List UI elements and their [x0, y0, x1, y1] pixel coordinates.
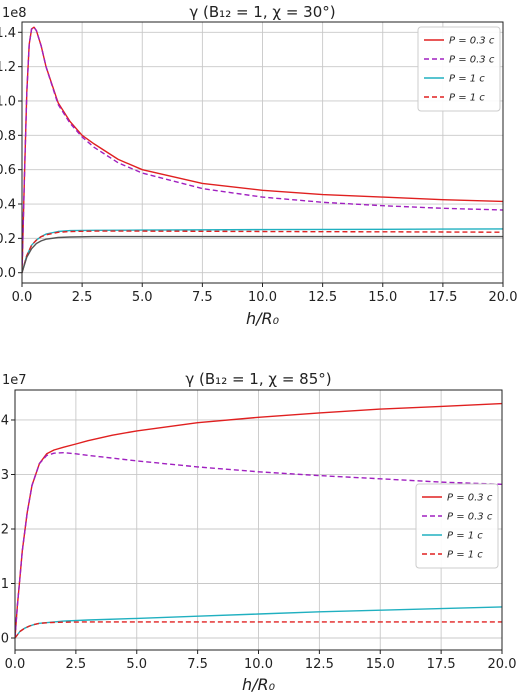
legend-label: P = 0.3 c — [449, 55, 495, 66]
x-tick-label: 7.5 — [192, 290, 213, 305]
y-tick-label: 3 — [1, 468, 9, 483]
series-line — [22, 230, 503, 273]
x-tick-label: 12.5 — [305, 657, 334, 672]
y-offset-label: 1e7 — [2, 373, 27, 388]
legend-box — [417, 26, 501, 112]
x-tick-label: 17.5 — [428, 290, 457, 305]
legend-box — [415, 483, 499, 569]
x-tick-label: 5.0 — [126, 657, 147, 672]
x-tick-label: 12.5 — [308, 290, 337, 305]
y-tick-label: 0 — [1, 632, 9, 647]
legend-label: P = 0.3 c — [449, 36, 495, 47]
legend-label: P = 1 c — [449, 74, 485, 85]
series-line — [15, 402, 502, 639]
x-tick-label: 2.5 — [66, 657, 87, 672]
x-tick-label: 15.0 — [366, 657, 395, 672]
y-tick-label: 0.6 — [0, 163, 16, 178]
y-offset-label: 1e8 — [2, 6, 27, 21]
x-tick-label: 15.0 — [368, 290, 397, 305]
series-line — [15, 621, 502, 639]
series-line — [22, 235, 503, 273]
x-tick-label: 20.0 — [488, 657, 517, 672]
y-tick-label: 4 — [1, 413, 9, 428]
x-tick-label: 20.0 — [489, 290, 518, 305]
y-tick-label: 1.4 — [0, 26, 16, 41]
y-tick-label: 1 — [1, 577, 9, 592]
x-tick-label: 17.5 — [427, 657, 456, 672]
series-line — [15, 452, 502, 639]
x-tick-label: 10.0 — [248, 290, 277, 305]
legend-label: P = 1 c — [447, 531, 483, 542]
x-tick-label: 0.0 — [5, 657, 26, 672]
plot-frame — [21, 21, 504, 284]
y-tick-label: 1.2 — [0, 60, 16, 75]
chart-title: γ (B₁₂ = 1, χ = 85°) — [185, 370, 331, 388]
y-tick-label: 0.8 — [0, 129, 16, 144]
x-tick-label: 5.0 — [132, 290, 153, 305]
legend-label: P = 1 c — [449, 93, 485, 104]
x-tick-label: 10.0 — [244, 657, 273, 672]
y-tick-label: 0.2 — [0, 232, 16, 247]
legend-label: P = 0.3 c — [447, 512, 493, 523]
series-group — [15, 402, 502, 639]
y-tick-label: 2 — [1, 522, 9, 537]
x-axis-label: h/R₀ — [242, 675, 276, 693]
x-tick-label: 2.5 — [72, 290, 93, 305]
plot-frame — [14, 389, 503, 651]
series-group — [22, 26, 503, 273]
y-tick-label: 0.0 — [0, 266, 16, 281]
chart-panel-bottom: 0.0 2.5 5.0 7.5 10.0 12.5 15.0 17.5 20.0 0 1 2 3 4 γ (… — [1, 370, 517, 693]
legend: P = 0.3 c P = 0.3 c P = 1 c P = 1 c — [417, 26, 501, 112]
x-tick-label: 7.5 — [187, 657, 208, 672]
legend-label: P = 1 c — [447, 550, 483, 561]
x-tick-label: 0.0 — [12, 290, 33, 305]
y-tick-label: 0.4 — [0, 198, 16, 213]
chart-panel-top: 0.0 2.5 5.0 7.5 10.0 12.5 15.0 17.5 20.0 0.0 0.2 0.… — [0, 3, 517, 328]
series-line — [22, 26, 503, 273]
y-tick-label: 1.0 — [0, 94, 16, 109]
legend: P = 0.3 c P = 0.3 c P = 1 c P = 1 c — [415, 483, 499, 569]
x-axis-label: h/R₀ — [246, 309, 280, 328]
legend-label: P = 0.3 c — [447, 493, 493, 504]
chart-title: γ (B₁₂ = 1, χ = 30°) — [189, 3, 335, 21]
